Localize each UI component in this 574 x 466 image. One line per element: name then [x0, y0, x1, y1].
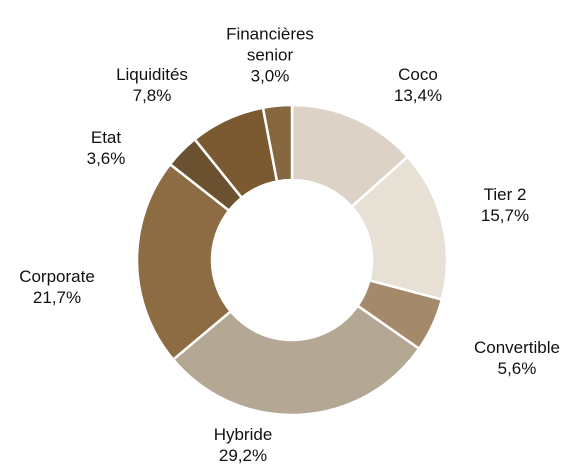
value-label: 3,0%	[250, 66, 290, 86]
slice-label: Coco 13,4%	[353, 64, 483, 106]
slice-label: Financières senior 3,0%	[205, 24, 335, 87]
category-label: Etat	[90, 128, 122, 147]
category-label: Coco	[398, 65, 438, 84]
slice-label: Liquidités 7,8%	[87, 64, 217, 106]
slice-label: Tier 2 15,7%	[440, 184, 570, 226]
donut-slice	[261, 103, 294, 183]
slice-label: Hybride 29,2%	[178, 424, 308, 466]
slice-label: Corporate 21,7%	[0, 266, 122, 308]
value-label: 7,8%	[132, 86, 172, 105]
value-label: 15,7%	[480, 206, 530, 225]
slice-label: Etat 3,6%	[41, 127, 171, 169]
value-label: 3,6%	[86, 149, 126, 168]
donut-slice	[135, 162, 233, 362]
donut-slice	[171, 304, 421, 417]
category-label: Convertible	[474, 338, 560, 357]
category-label: Financières senior	[226, 24, 314, 65]
value-label: 13,4%	[393, 86, 443, 105]
value-label: 21,7%	[32, 288, 82, 307]
category-label: Hybride	[213, 425, 273, 444]
category-label: Tier 2	[483, 185, 527, 204]
slice-label: Convertible 5,6%	[452, 337, 574, 379]
value-label: 5,6%	[497, 359, 537, 378]
category-label: Liquidités	[116, 65, 188, 84]
value-label: 29,2%	[218, 446, 268, 465]
category-label: Corporate	[19, 267, 95, 286]
